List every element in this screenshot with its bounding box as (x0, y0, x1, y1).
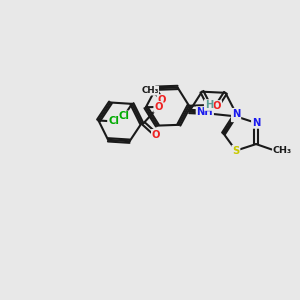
Text: CH₃: CH₃ (273, 146, 292, 154)
Text: O: O (152, 130, 160, 140)
Text: O: O (154, 102, 163, 112)
Text: N: N (232, 109, 240, 119)
Text: NH: NH (196, 107, 213, 117)
Text: N: N (252, 118, 260, 128)
Text: S: S (232, 146, 240, 156)
Text: N: N (232, 111, 240, 122)
Text: H: H (205, 100, 213, 110)
Text: O: O (213, 101, 221, 111)
Text: Cl: Cl (108, 116, 119, 126)
Text: Cl: Cl (118, 111, 129, 122)
Text: O: O (158, 95, 166, 105)
Text: CH₃: CH₃ (141, 86, 159, 95)
